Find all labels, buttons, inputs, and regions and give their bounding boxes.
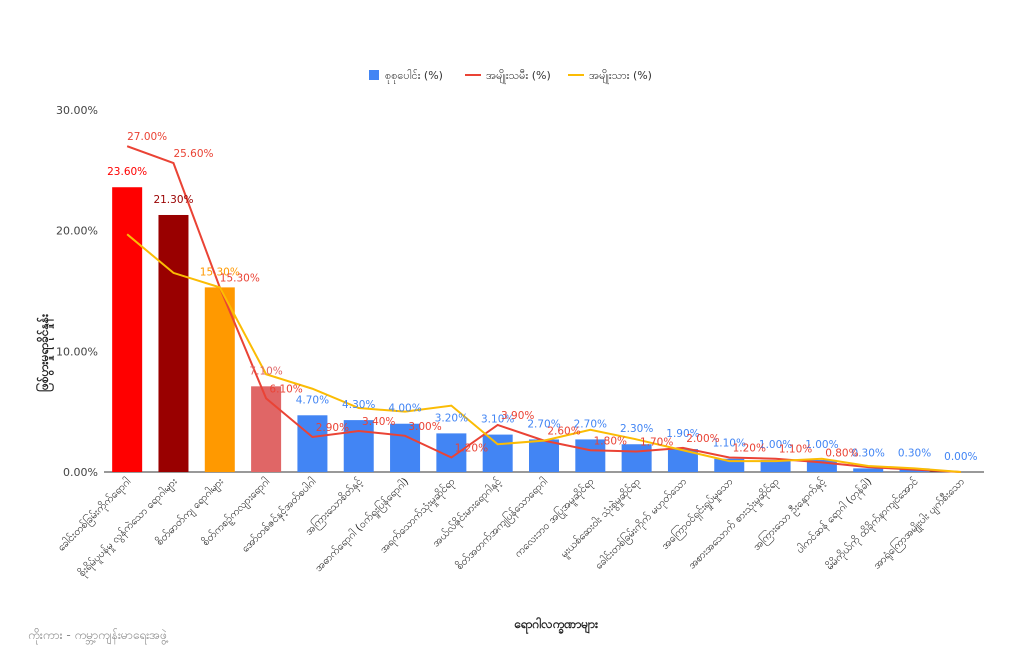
line-data-label: 1.20% — [733, 443, 766, 455]
series-line-male — [126, 233, 961, 473]
y-tick-label: 30.00% — [56, 104, 98, 117]
line-data-label: 15.30% — [220, 272, 260, 284]
bar-data-label: 4.30% — [342, 399, 375, 411]
legend-swatch-total — [369, 70, 379, 80]
x-tick-label: ခေါင်းတစ်ခြမ်းကိုက်ရောဂါ — [54, 474, 135, 555]
line-data-label: 25.60% — [173, 148, 213, 160]
line-data-label: 1.10% — [779, 444, 812, 456]
line-data-label: 2.60% — [547, 426, 580, 438]
bar-data-label: 2.30% — [620, 423, 653, 435]
x-tick-label: ပါကင်ဆန် ရောဂါ (တုန်ခါ) — [793, 475, 875, 557]
bar-data-label: 7.10% — [249, 365, 282, 377]
y-tick-label: 20.00% — [56, 225, 98, 238]
bar — [297, 415, 328, 472]
bar — [343, 420, 374, 472]
source-note: ကိုးကား - ကမ္ဘာ့ကျန်းမာရေးအဖွဲ့ — [28, 628, 168, 642]
x-tick-label: စိတ်အတက်အကျပြန်သောရောဂါ — [452, 474, 552, 574]
bar — [251, 386, 282, 472]
line-data-label: 1.70% — [640, 436, 673, 448]
bar — [482, 434, 513, 472]
axes: 0.00% 10.00% 20.00% 30.00% ခေါင်းတစ်ခြမ်းကို… — [54, 104, 984, 581]
bar — [204, 287, 235, 472]
line-data-label: 2.90% — [316, 422, 349, 434]
lines — [126, 145, 961, 473]
x-tick-label: မိမိကိုယ်ကို ထိခိုက်နာကျင်အောင် — [823, 475, 922, 574]
x-tick-label: ခေါင်းတစ်ခြမ်းကိုက် မဟုတ်သော — [591, 474, 690, 573]
bar-data-label: 2.70% — [527, 418, 560, 430]
x-tick-label: အစားအသောက် စားသုံးမှုဆိုင်ရာ — [685, 475, 783, 573]
bar — [667, 449, 698, 472]
line-data-label: 27.00% — [127, 131, 167, 143]
bar-data-label: 0.30% — [898, 447, 931, 459]
line-data-label: 3.40% — [362, 416, 395, 428]
bar — [853, 468, 884, 472]
x-tick-label: အရက်သောက်သုံးမှုဆိုင်ရာ — [377, 475, 459, 557]
legend-label-male: အမျိုးသား (%) — [589, 69, 652, 84]
line-data-label: 0.80% — [825, 447, 858, 459]
bar — [575, 439, 606, 472]
bar — [158, 214, 189, 473]
bar-data-label: 0.00% — [944, 451, 977, 463]
bar — [760, 459, 791, 472]
bar-data-label: 15.30% — [200, 266, 240, 278]
line-data-label: 3.00% — [408, 421, 441, 433]
line-data-label: 2.00% — [686, 433, 719, 445]
bar — [529, 439, 559, 472]
bars — [112, 187, 930, 473]
line-data-label: 1.20% — [455, 443, 488, 455]
bar-data-label: 23.60% — [107, 166, 147, 178]
y-tick-label: 10.00% — [56, 345, 98, 358]
bar-data-label: 0.30% — [852, 447, 885, 459]
bar-data-label: 4.00% — [388, 403, 421, 415]
bar-data-label: 4.70% — [296, 394, 329, 406]
legend-label-total: စုစုပေါင်း (%) — [385, 69, 443, 84]
line-data-label: 1.80% — [594, 435, 627, 447]
x-tick-label: အာရုံကြောအမျိုးပါး ပျက်စီးသော — [870, 474, 969, 573]
y-tick-label: 0.00% — [63, 466, 98, 479]
bar-data-label: 1.00% — [759, 439, 792, 451]
x-axis-title: ရောဂါလက္ခဏာများ — [513, 615, 599, 635]
line-data-label: 6.10% — [269, 383, 302, 395]
data-labels: 23.60%21.30%15.30%7.10%4.70% 4.30% 4.00%3.… — [107, 131, 977, 463]
line-data-label: 3.90% — [501, 410, 534, 422]
bar-data-label: 2.70% — [574, 418, 607, 430]
x-tick-label: ကလေးဘဝ အပြုအမူဆိုင်ရာ — [511, 474, 598, 561]
bar — [390, 423, 421, 472]
bar — [621, 444, 652, 472]
x-tick-label: မူးယစ်ဆေးဝါး သုံးစွဲမှုဆိုင်ရာ — [557, 475, 644, 562]
legend: စုစုပေါင်း (%) အမျိုးသမီး (%) အမျိုးသား … — [369, 69, 652, 84]
bar-data-label: 1.90% — [666, 428, 699, 440]
x-tick-label: အော်တစ်ဇင်နှင့်အတ်စပါဂါ — [239, 475, 321, 557]
bar-data-label: 1.00% — [805, 439, 838, 451]
bar-data-label: 3.10% — [481, 414, 514, 426]
legend-label-female: အမျိုးသမီး (%) — [486, 69, 551, 84]
bar-data-label: 1.10% — [713, 438, 746, 450]
bar-data-label: 3.20% — [435, 412, 468, 424]
bar — [112, 187, 143, 472]
x-tick-label: အဓာက်ရောဂါ (ဝက်ရူးပြန်ရောဂါ) — [311, 474, 412, 575]
y-axis-title: ဖြစ်ပွားမှုရာခိုင်နှုန်း — [34, 313, 55, 392]
bar-data-label: 21.30% — [153, 194, 193, 206]
